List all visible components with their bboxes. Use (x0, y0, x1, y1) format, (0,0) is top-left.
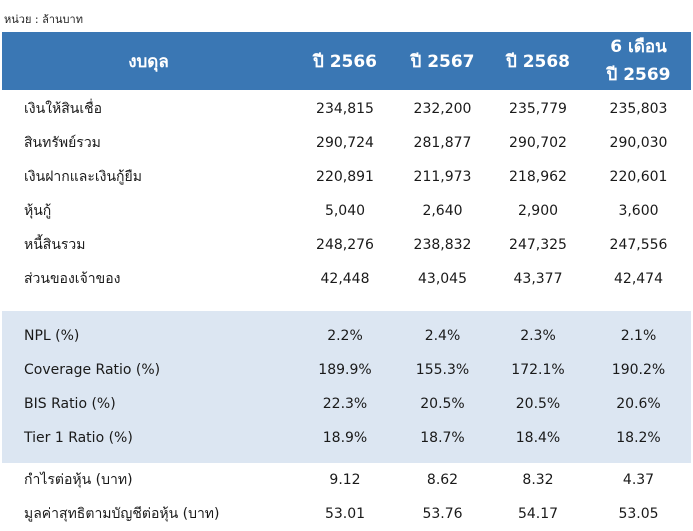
row-spacer (2, 296, 691, 311)
row-label: NPL (%) (2, 319, 295, 353)
header-period-year: ปี 2569 (606, 65, 671, 85)
cell-value: 8.62 (426, 472, 459, 488)
cell-value: 20.5% (395, 387, 490, 421)
unit-note: หน่วย : ล้านบาท (4, 13, 83, 26)
table-row: มูลค่าสุทธิตามบัญชีต่อหุ้น (บาท) 53.01 53.… (2, 497, 691, 531)
table-body: เงินให้สินเชื่อ 234,815 232,200 235,779 235,… (2, 90, 691, 531)
row-label: มูลค่าสุทธิตามบัญชีต่อหุ้น (บาท) (24, 506, 220, 522)
spacer-cell (2, 296, 691, 311)
cell-value: 18.2% (586, 421, 691, 455)
cell-value: 53.76 (422, 506, 463, 522)
cell-value: 189.9% (295, 353, 395, 387)
table-row: กำไรต่อหุ้น (บาท) 9.12 8.62 8.32 4.37 (2, 463, 691, 497)
cell-value: 8.32 (522, 472, 554, 488)
cell-value: 247,325 (509, 237, 567, 253)
row-label: กำไรต่อหุ้น (บาท) (24, 472, 133, 488)
cell-value: 18.9% (295, 421, 395, 455)
cell-value: 211,973 (413, 169, 472, 185)
cell-value: 20.5% (490, 387, 586, 421)
cell-value: 220,891 (316, 169, 374, 185)
header-year-2566: ปี 2566 (312, 51, 378, 72)
cell-value: 2,640 (422, 203, 463, 219)
cell-value: 42,474 (614, 271, 663, 287)
spacer-cell (2, 311, 691, 319)
cell-value: 43,377 (513, 271, 563, 287)
row-spacer (2, 455, 691, 463)
cell-value: 238,832 (413, 237, 472, 253)
table-row: BIS Ratio (%) 22.3% 20.5% 20.5% 20.6% (2, 387, 691, 421)
table-row: เงินฝากและเงินกู้ยืม 220,891 211,973 218,96… (2, 160, 691, 194)
header-label: งบดุล (128, 51, 169, 72)
row-label: ส่วนของเจ้าของ (24, 271, 121, 287)
cell-value: 9.12 (329, 472, 361, 488)
table-row: หุ้นกู้ 5,040 2,640 2,900 3,600 (2, 194, 691, 228)
cell-value: 235,803 (609, 101, 668, 117)
table-row: NPL (%) 2.2% 2.4% 2.3% 2.1% (2, 319, 691, 353)
cell-value: 235,779 (509, 101, 567, 117)
cell-value: 2.3% (490, 319, 586, 353)
cell-value: 155.3% (395, 353, 490, 387)
row-label: หุ้นกู้ (24, 203, 52, 219)
cell-value: 42,448 (320, 271, 370, 287)
table-row: สินทรัพย์รวม 290,724 281,877 290,702 290,030 (2, 126, 691, 160)
table-header: งบดุล ปี 2566 ปี 2567 ปี 2568 6 เดือน ปี… (2, 32, 691, 90)
cell-value: 220,601 (609, 169, 668, 185)
cell-value: 281,877 (413, 135, 472, 151)
cell-value: 4.37 (622, 472, 655, 488)
row-spacer (2, 311, 691, 319)
row-label: เงินฝากและเงินกู้ยืม (24, 169, 142, 185)
cell-value: 290,030 (609, 135, 668, 151)
cell-value: 248,276 (316, 237, 374, 253)
cell-value: 2,900 (517, 203, 559, 219)
cell-value: 20.6% (586, 387, 691, 421)
header-year-2568: ปี 2568 (505, 51, 571, 72)
cell-value: 290,724 (316, 135, 374, 151)
header-year-2569-6m: 6 เดือน ปี 2569 (586, 32, 691, 90)
header-period-label: 6 เดือน (610, 37, 667, 57)
balance-sheet-table: งบดุล ปี 2566 ปี 2567 ปี 2568 6 เดือน ปี… (2, 32, 691, 531)
cell-value: 2.4% (395, 319, 490, 353)
cell-value: 290,702 (509, 135, 567, 151)
cell-value: 190.2% (586, 353, 691, 387)
cell-value: 53.01 (324, 506, 366, 522)
row-label: BIS Ratio (%) (2, 387, 295, 421)
cell-value: 18.7% (395, 421, 490, 455)
table-row: เงินให้สินเชื่อ 234,815 232,200 235,779 235,… (2, 92, 691, 126)
cell-value: 218,962 (509, 169, 567, 185)
cell-value: 172.1% (490, 353, 586, 387)
cell-value: 2.2% (295, 319, 395, 353)
cell-value: 3,600 (618, 203, 659, 219)
cell-value: 54.17 (517, 506, 559, 522)
table-row: Coverage Ratio (%) 189.9% 155.3% 172.1% 190.… (2, 353, 691, 387)
row-label: เงินให้สินเชื่อ (24, 101, 103, 117)
cell-value: 43,045 (418, 271, 467, 287)
header-year-2567: ปี 2567 (410, 51, 475, 72)
row-label: Coverage Ratio (%) (2, 353, 295, 387)
table-row: ส่วนของเจ้าของ 42,448 43,045 43,377 42,474 (2, 262, 691, 296)
cell-value: 232,200 (413, 101, 472, 117)
cell-value: 247,556 (609, 237, 668, 253)
cell-value: 5,040 (324, 203, 366, 219)
cell-value: 53.05 (618, 506, 659, 522)
spacer-cell (2, 455, 691, 463)
cell-value: 2.1% (586, 319, 691, 353)
cell-value: 18.4% (490, 421, 586, 455)
row-label: หนี้สินรวม (24, 237, 86, 253)
cell-value: 234,815 (316, 101, 374, 117)
cell-value: 22.3% (295, 387, 395, 421)
row-label: Tier 1 Ratio (%) (2, 421, 295, 455)
row-label: สินทรัพย์รวม (24, 135, 101, 151)
table-row: Tier 1 Ratio (%) 18.9% 18.7% 18.4% 18.2% (2, 421, 691, 455)
table-row: หนี้สินรวม 248,276 238,832 247,325 247,556 (2, 228, 691, 262)
